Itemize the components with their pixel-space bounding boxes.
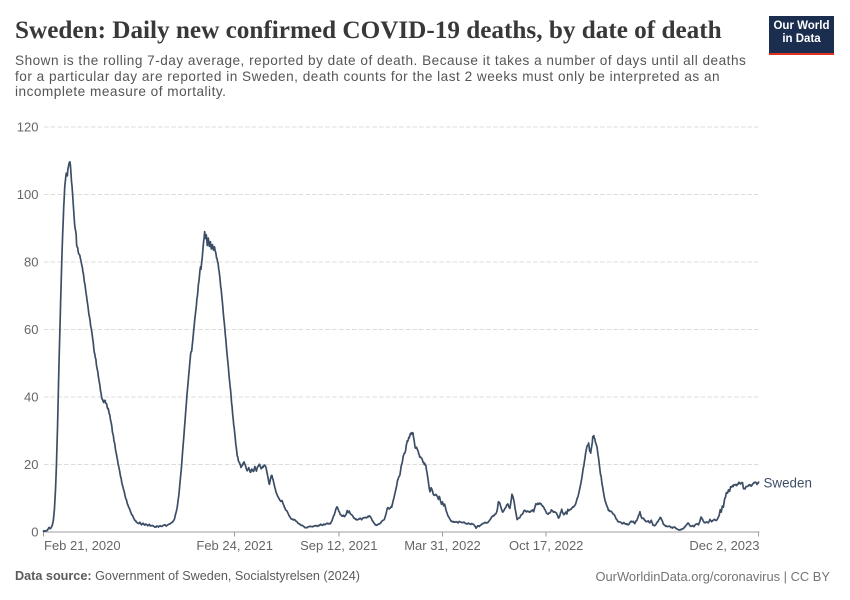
svg-text:20: 20 xyxy=(24,457,38,472)
svg-text:100: 100 xyxy=(17,187,39,202)
svg-text:Sep 12, 2021: Sep 12, 2021 xyxy=(300,538,377,553)
svg-text:80: 80 xyxy=(24,255,38,270)
svg-text:0: 0 xyxy=(31,525,38,540)
svg-text:40: 40 xyxy=(24,390,38,405)
svg-text:Mar 31, 2022: Mar 31, 2022 xyxy=(404,538,481,553)
svg-text:120: 120 xyxy=(17,120,39,135)
svg-text:Oct 17, 2022: Oct 17, 2022 xyxy=(509,538,583,553)
svg-text:Feb 21, 2020: Feb 21, 2020 xyxy=(44,538,121,553)
svg-text:60: 60 xyxy=(24,322,38,337)
svg-text:Dec 2, 2023: Dec 2, 2023 xyxy=(689,538,759,553)
svg-text:Feb 24, 2021: Feb 24, 2021 xyxy=(196,538,273,553)
svg-text:Sweden: Sweden xyxy=(764,476,812,491)
